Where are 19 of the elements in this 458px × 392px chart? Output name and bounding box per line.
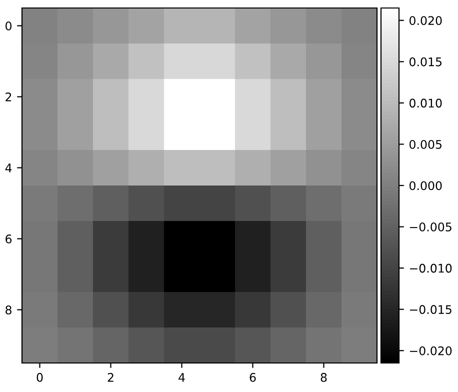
x-tick-label: 4 <box>178 373 185 382</box>
color-bar-label: 0.020 <box>410 16 442 26</box>
color-bar-label: 0.005 <box>410 140 442 149</box>
y-tick-label: 8 <box>6 305 12 314</box>
color-bar-label: 0.010 <box>410 98 442 108</box>
color-bar-label: −0.005 <box>410 222 452 232</box>
color-bar-label: 0.000 <box>410 181 442 190</box>
color-bar-label: −0.010 <box>410 264 452 273</box>
y-tick-label: 4 <box>5 164 12 172</box>
color-bar-label: −0.015 <box>410 305 452 314</box>
x-tick-label: 0 <box>36 372 43 382</box>
x-tick-label: 2 <box>108 372 114 382</box>
color-bar-label: 0.015 <box>410 57 442 66</box>
y-tick-label: 0 <box>6 21 12 30</box>
y-tick-label: 2 <box>6 92 12 102</box>
color-bar-label: −0.020 <box>410 346 452 356</box>
y-tick-label: 6 <box>6 234 12 244</box>
x-tick-label: 6 <box>250 372 256 382</box>
x-tick-label: 8 <box>320 372 327 382</box>
